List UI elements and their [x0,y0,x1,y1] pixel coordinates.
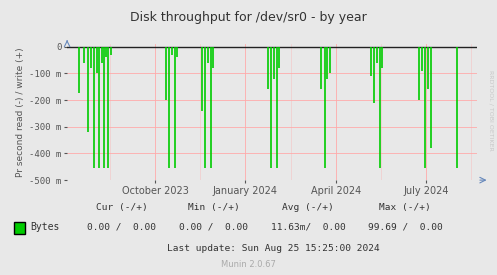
Text: Last update: Sun Aug 25 15:25:00 2024: Last update: Sun Aug 25 15:25:00 2024 [167,244,380,253]
Text: 0.00 /  0.00: 0.00 / 0.00 [87,222,156,231]
Text: Disk throughput for /dev/sr0 - by year: Disk throughput for /dev/sr0 - by year [130,11,367,24]
Text: Min (-/+): Min (-/+) [188,203,240,212]
Text: Max (-/+): Max (-/+) [379,203,431,212]
Text: 11.63m/  0.00: 11.63m/ 0.00 [271,222,345,231]
Text: Bytes: Bytes [30,222,59,232]
Text: Munin 2.0.67: Munin 2.0.67 [221,260,276,269]
Text: 0.00 /  0.00: 0.00 / 0.00 [179,222,248,231]
Text: Avg (-/+): Avg (-/+) [282,203,334,212]
Text: 99.69 /  0.00: 99.69 / 0.00 [368,222,442,231]
Text: RRDTOOL / TOBI OETIKER: RRDTOOL / TOBI OETIKER [489,70,494,150]
Y-axis label: Pr second read (-) / write (+): Pr second read (-) / write (+) [16,47,25,177]
Text: Cur (-/+): Cur (-/+) [96,203,148,212]
